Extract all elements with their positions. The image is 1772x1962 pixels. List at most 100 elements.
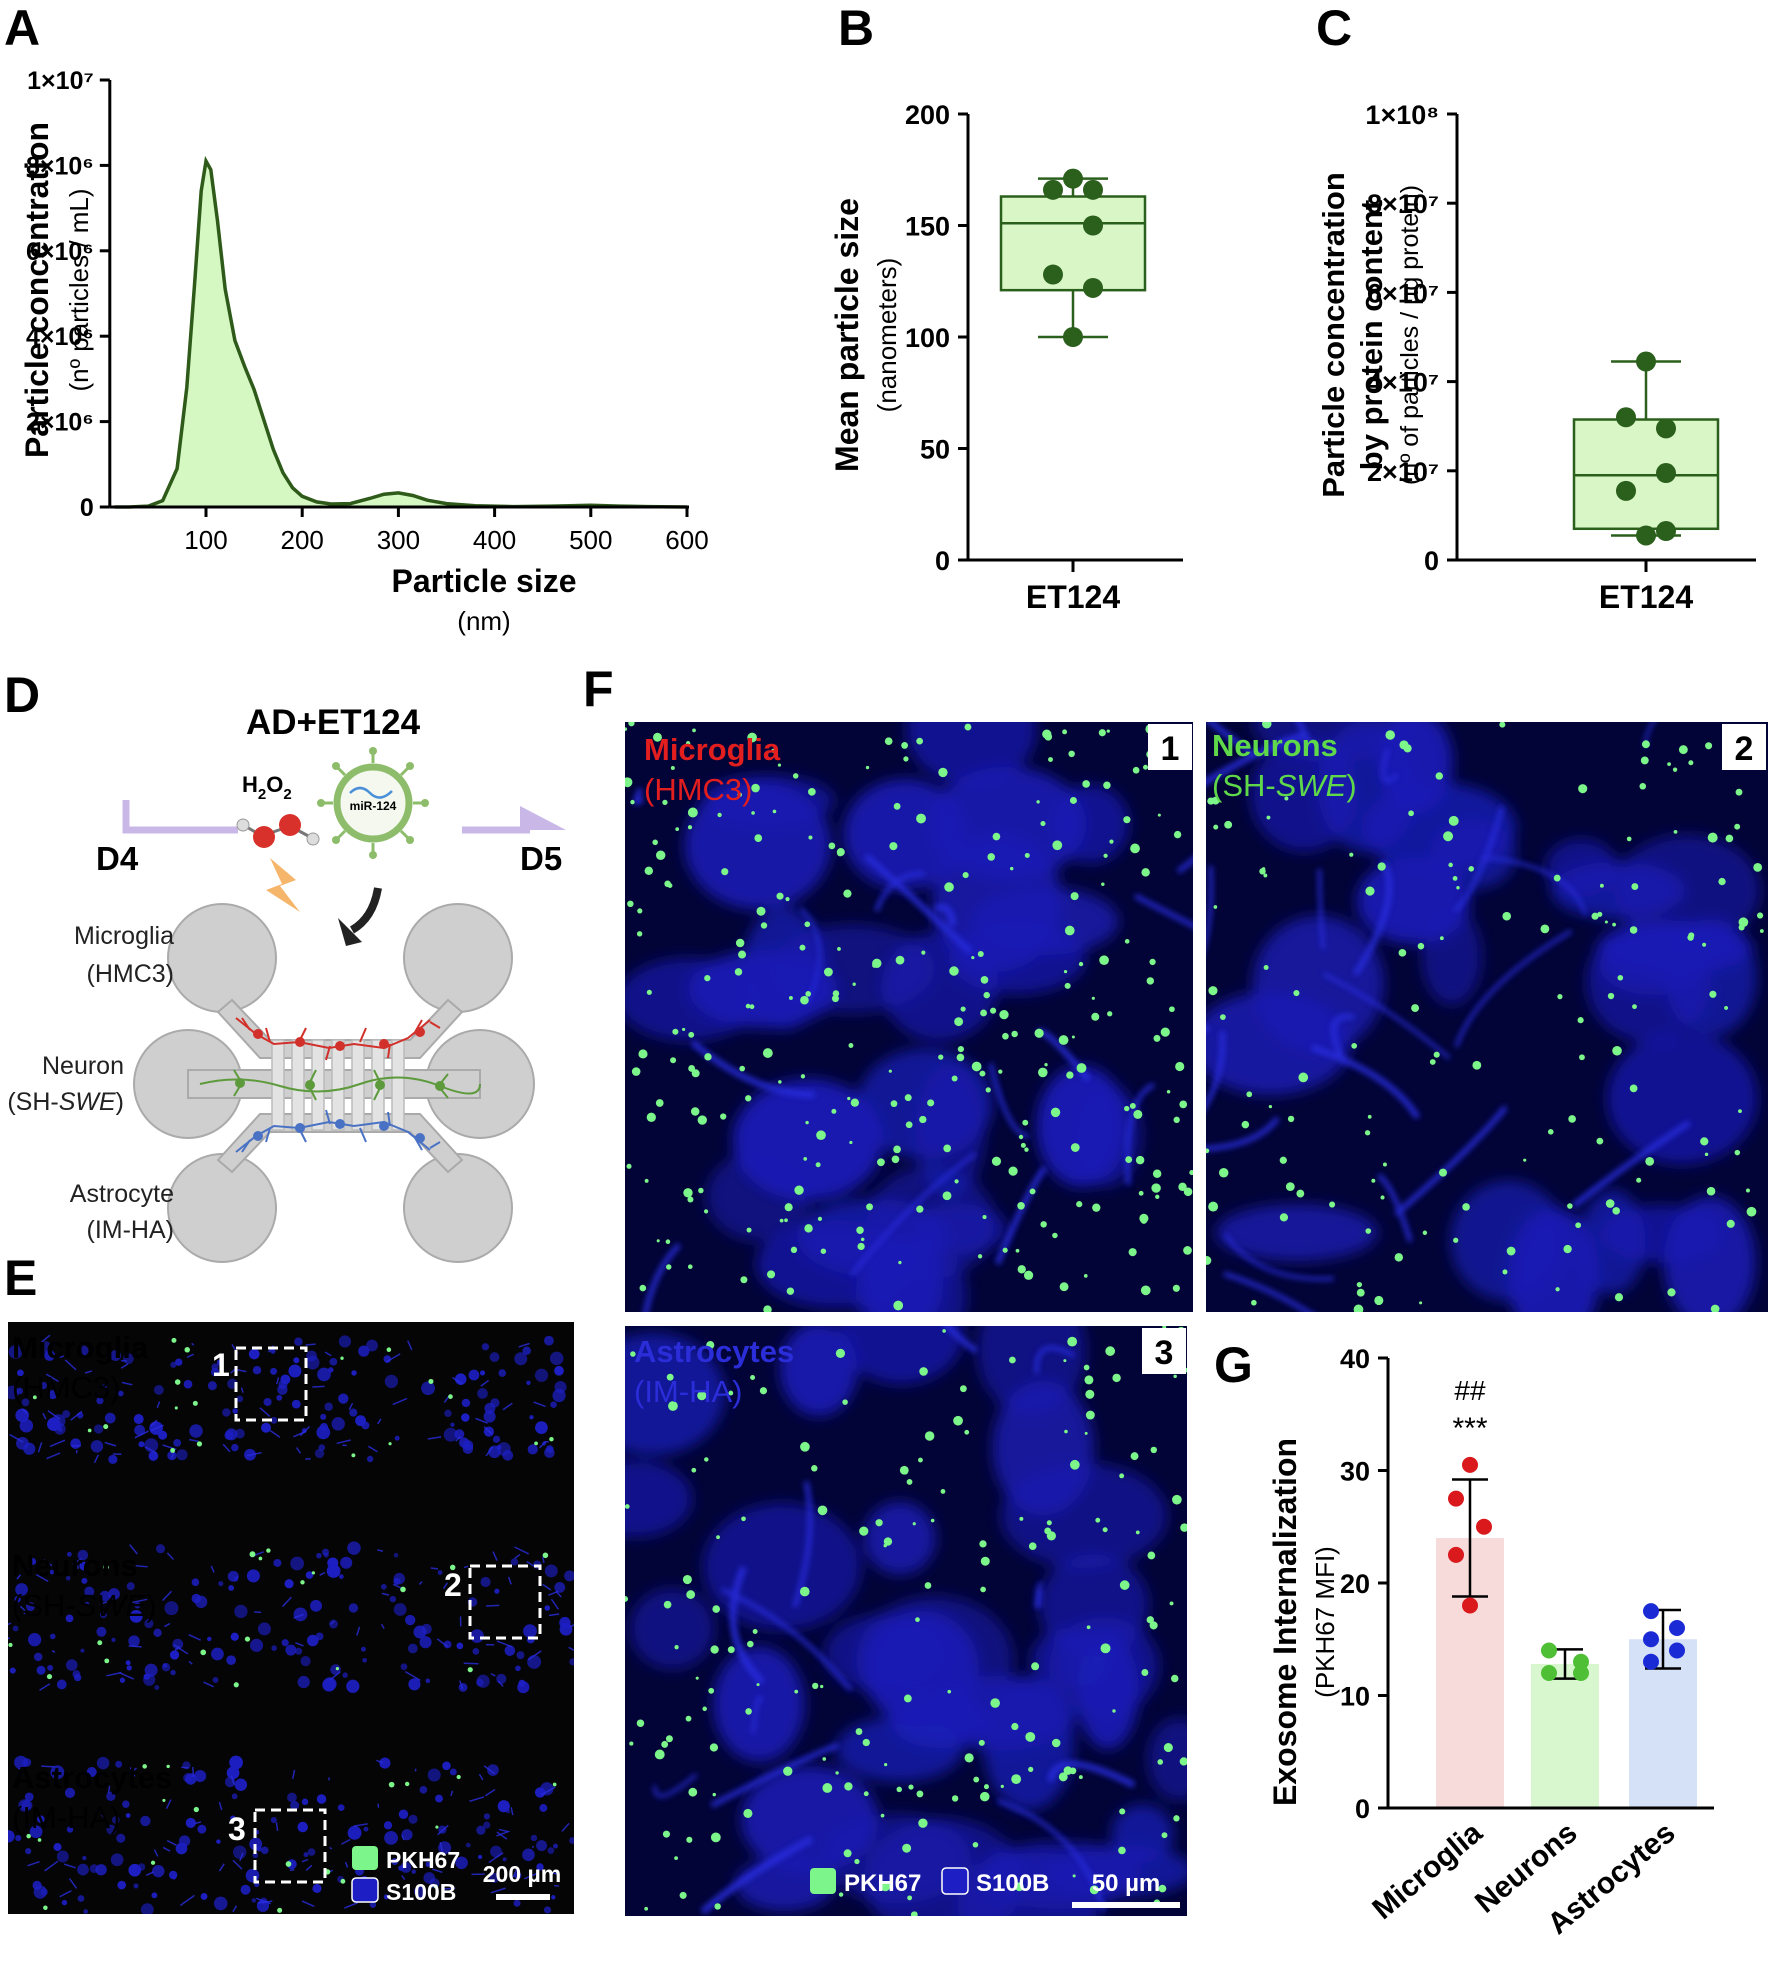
pkh67-puncta [1133, 1109, 1143, 1119]
pkh67-puncta [683, 1188, 693, 1198]
pkh67-puncta [1614, 1293, 1624, 1302]
cell-signal [83, 1909, 89, 1914]
cell-signal [340, 1556, 353, 1569]
pkh67-puncta [1408, 810, 1414, 817]
pkh67-puncta [1567, 1203, 1573, 1209]
cell-signal [369, 1901, 377, 1908]
cell-process [550, 1871, 560, 1876]
chart-a-x-label: Particle size [392, 563, 577, 599]
pkh67-puncta [712, 1792, 716, 1797]
cell-signal [290, 1800, 300, 1810]
pkh67-puncta [1147, 1551, 1156, 1560]
cell-process [510, 1807, 514, 1816]
cell-process [344, 1861, 349, 1868]
cell-signal [362, 1657, 368, 1663]
cell-signal [183, 1379, 193, 1389]
cell-signal [515, 1665, 521, 1672]
cell-signal [129, 1772, 136, 1778]
cell-process [240, 1387, 244, 1393]
pkh67-puncta [625, 1504, 630, 1509]
cell-signal [9, 1667, 16, 1674]
cell-process [1453, 805, 1505, 913]
cell-signal [246, 1569, 260, 1583]
cell-process [324, 1351, 332, 1357]
pkh67-puncta [980, 1586, 986, 1593]
cell-signal [389, 1595, 397, 1603]
cell-process [437, 1824, 449, 1836]
cell-body [861, 1236, 944, 1312]
cell-process [59, 1889, 72, 1898]
chart-a-y-label: Particle concentration [19, 122, 55, 458]
legend-label-pkh67-f: PKH67 [844, 1870, 921, 1897]
cell-signal [514, 1872, 522, 1880]
cell-signal [36, 1815, 45, 1824]
cell-signal [164, 1601, 179, 1616]
cell-signal [263, 1397, 272, 1407]
pkh67-puncta [751, 783, 760, 793]
cell-signal [104, 1412, 116, 1424]
pkh67-puncta [804, 1224, 813, 1233]
cell-process [255, 1897, 271, 1905]
pkh67-puncta [1132, 766, 1140, 774]
pkh67-puncta [1140, 1217, 1148, 1224]
cell-process [291, 1769, 296, 1780]
pkh67-puncta [1044, 1063, 1048, 1067]
panel-d-title: AD+ET124 [246, 703, 421, 742]
pkh67-signal [1206, 722, 1764, 1312]
exosome-label: miR-124 [350, 799, 397, 813]
pkh67-puncta [1268, 1104, 1273, 1109]
cell-signal [543, 1335, 554, 1346]
pkh67-puncta [980, 1556, 990, 1566]
pkh67-puncta [653, 732, 662, 742]
pkh67-puncta [646, 989, 652, 995]
pkh67-puncta [953, 1415, 963, 1426]
cell-signal [25, 1602, 35, 1612]
panel-letter-d: D [4, 667, 40, 723]
cell-signal [78, 1345, 89, 1356]
cell-signal [106, 1791, 116, 1802]
pkh67-puncta [638, 1049, 648, 1059]
pkh67-puncta [712, 1605, 720, 1613]
cell-signal [257, 1622, 271, 1636]
cell-signal [111, 1816, 120, 1824]
pkh67-puncta [103, 1564, 109, 1570]
chart-c-y-tick-label: 2×10⁷ [1367, 457, 1439, 487]
pkh67-puncta [985, 1087, 991, 1093]
pkh67-puncta [400, 1586, 406, 1593]
pkh67-puncta [654, 1749, 665, 1760]
data-point-microglia [1462, 1456, 1478, 1473]
cell-process [76, 1564, 80, 1570]
cell-process [496, 1831, 508, 1840]
legend-label-s100b-f: S100B [976, 1870, 1049, 1897]
cell-process [548, 1590, 559, 1596]
astrocyte-cells-icon [235, 1109, 441, 1153]
scale-bar-f [1072, 1902, 1180, 1908]
legend-swatch-pkh67-f [810, 1868, 836, 1894]
cell-process [401, 1875, 406, 1880]
pkh67-puncta [1448, 862, 1453, 868]
cell-process [690, 1040, 815, 1098]
cell-process [153, 1849, 159, 1857]
pkh67-puncta [244, 1636, 251, 1642]
data-point-neurons [1573, 1665, 1589, 1681]
cell-process [380, 1623, 385, 1629]
panel-letter-g: G [1214, 1337, 1253, 1393]
cell-process [934, 904, 957, 927]
cell-process [121, 1381, 133, 1386]
cell-process [27, 1861, 40, 1867]
pkh67-puncta [1293, 989, 1300, 997]
cell-body [1250, 736, 1359, 852]
image-3-number: 3 [1155, 1334, 1174, 1372]
cell-process [478, 1773, 484, 1781]
pkh67-puncta [405, 1781, 410, 1787]
pkh67-puncta [1353, 1304, 1364, 1312]
pkh67-puncta [960, 1006, 966, 1012]
cell-process [135, 1565, 148, 1568]
pkh67-puncta [1591, 912, 1599, 920]
cell-process [1133, 893, 1193, 929]
pkh67-puncta [1002, 1032, 1009, 1040]
pkh67-puncta [1106, 729, 1110, 733]
cell-body [629, 1587, 715, 1670]
cell-signal [421, 1623, 432, 1635]
cell-signal [307, 1848, 316, 1856]
